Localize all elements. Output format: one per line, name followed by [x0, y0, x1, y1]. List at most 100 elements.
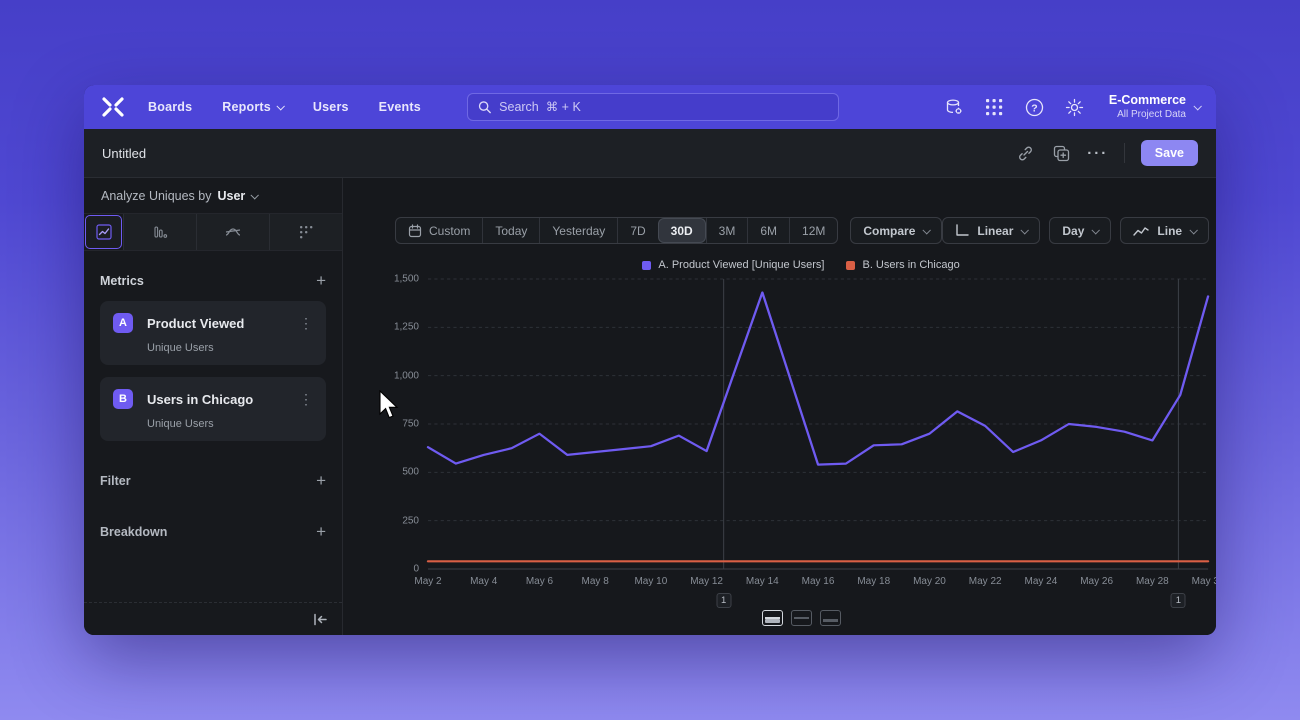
range-12m[interactable]: 12M [789, 218, 837, 243]
chevron-down-icon [250, 190, 260, 200]
body: Analyze Uniques by User [84, 178, 1216, 635]
y-tick-label: 750 [402, 418, 419, 430]
chevron-down-icon [276, 102, 285, 111]
tab-insights-line[interactable] [85, 215, 122, 249]
analyze-row: Analyze Uniques by User [84, 178, 342, 214]
nav-item-events[interactable]: Events [379, 100, 421, 114]
add-breakdown-button[interactable]: + [316, 522, 326, 541]
legend-swatch-a [642, 260, 652, 270]
range-today[interactable]: Today [482, 218, 539, 243]
metric-measurement[interactable]: Unique Users [147, 342, 214, 354]
tab-bar-chart[interactable] [123, 214, 196, 250]
x-tick-label: May 2 [414, 576, 442, 587]
add-metric-button[interactable]: + [316, 271, 326, 290]
charttype-dropdown[interactable]: Line [1120, 217, 1210, 244]
x-tick-label: May 6 [525, 576, 554, 587]
x-tick-label: May 10 [634, 576, 668, 587]
project-subtitle: All Project Data [1117, 109, 1186, 120]
x-tick-label: May 22 [968, 576, 1002, 587]
project-selector[interactable]: E-Commerce All Project Data [1109, 94, 1202, 120]
legend-swatch-b [846, 260, 856, 270]
x-tick-label: May 28 [1135, 576, 1169, 587]
filter-section: Filter + [84, 472, 342, 489]
metric-measurement[interactable]: Unique Users [147, 418, 214, 430]
line-chart-icon [95, 224, 112, 240]
range-label: 3M [718, 223, 736, 238]
app-window: Boards Reports Users Events [84, 85, 1216, 635]
svg-text:?: ? [1032, 102, 1038, 114]
search-bar[interactable] [467, 93, 839, 121]
apps-grid-icon[interactable] [985, 97, 1005, 117]
grid-dots-icon [300, 226, 313, 239]
layout-table-view-icon[interactable] [819, 610, 841, 626]
search-icon [478, 101, 491, 114]
data-management-icon[interactable] [945, 97, 965, 117]
report-title[interactable]: Untitled [102, 145, 147, 161]
nav-items: Boards Reports Users Events [148, 100, 421, 114]
analyze-entity-value: User [217, 188, 246, 203]
analyze-entity-dropdown[interactable]: User [217, 188, 260, 203]
mixpanel-logo-icon[interactable] [100, 95, 126, 119]
add-filter-button[interactable]: + [316, 471, 326, 490]
legend-item-a[interactable]: A. Product Viewed [Unique Users] [642, 259, 824, 271]
report-header: Untitled ··· [84, 129, 1216, 178]
x-tick-label: May 20 [913, 576, 946, 587]
tab-grid[interactable] [269, 214, 342, 250]
range-6m[interactable]: 6M [747, 218, 789, 243]
nav-item-users[interactable]: Users [313, 100, 349, 114]
collapse-sidebar-icon[interactable] [313, 613, 328, 626]
range-30d-selected[interactable]: 30D [658, 219, 705, 242]
x-tick-label: May 12 [690, 576, 723, 587]
compare-dropdown[interactable]: Compare [850, 217, 943, 244]
chart-toolbar: Custom Today Yesterday 7D 30D 3M 6M 12M … [343, 217, 1216, 244]
scale-label: Linear [977, 223, 1014, 238]
metric-card-a[interactable]: A Product Viewed ⋮ Unique Users [100, 301, 326, 365]
tab-flow[interactable] [196, 214, 269, 250]
metrics-title: Metrics [100, 273, 144, 288]
metric-name: Product Viewed [147, 315, 245, 331]
range-label: Yesterday [552, 223, 606, 238]
range-7d[interactable]: 7D [617, 218, 657, 243]
duplicate-icon[interactable] [1052, 143, 1072, 163]
y-tick-label: 1,250 [393, 321, 419, 333]
more-options-icon[interactable]: ··· [1087, 144, 1109, 162]
breakdown-section: Breakdown + [84, 523, 342, 540]
interval-dropdown[interactable]: Day [1049, 217, 1112, 244]
scale-dropdown[interactable]: Linear [942, 217, 1041, 244]
nav-item-reports[interactable]: Reports [222, 100, 285, 114]
breakdown-title: Breakdown [100, 524, 168, 539]
annotation-badge[interactable]: 1 [1170, 593, 1186, 608]
range-3m[interactable]: 3M [705, 218, 748, 243]
search-input[interactable] [499, 100, 828, 114]
y-tick-label: 1,000 [393, 370, 419, 382]
copy-link-icon[interactable] [1016, 143, 1036, 163]
chart-type-tabs-rest [123, 214, 342, 250]
metric-card-b[interactable]: B Users in Chicago ⋮ Unique Users [100, 377, 326, 441]
range-custom[interactable]: Custom [396, 218, 482, 243]
nav-item-boards[interactable]: Boards [148, 100, 192, 114]
chart-type-tabs [84, 214, 342, 251]
layout-chart-view-icon[interactable] [790, 610, 812, 626]
metric-kebab-icon[interactable]: ⋮ [299, 390, 313, 407]
query-sidebar: Analyze Uniques by User [84, 178, 343, 635]
annotation-badge[interactable]: 1 [716, 593, 732, 608]
range-yesterday[interactable]: Yesterday [539, 218, 617, 243]
legend-item-b[interactable]: B. Users in Chicago [846, 259, 960, 271]
help-icon[interactable]: ? [1025, 97, 1045, 117]
x-tick-label: May 14 [745, 576, 779, 587]
chart-plot[interactable]: 1,500 1,250 1,000 750 500 250 0 [394, 274, 1210, 575]
settings-gear-icon[interactable] [1065, 97, 1085, 117]
layout-split-view-icon[interactable] [761, 610, 783, 626]
chevron-down-icon [922, 225, 932, 235]
nav-item-label: Boards [148, 100, 193, 114]
metric-letter-badge: A [113, 313, 133, 333]
metric-kebab-icon[interactable]: ⋮ [299, 314, 313, 331]
x-tick-label: May 18 [857, 576, 891, 587]
bar-chart-icon [154, 226, 168, 238]
range-label: 12M [802, 223, 826, 238]
axes-icon [956, 224, 970, 236]
metric-name: Users in Chicago [147, 391, 254, 407]
y-tick-label: 1,500 [393, 273, 419, 285]
range-label: 7D [630, 223, 646, 238]
save-button[interactable]: Save [1140, 140, 1198, 166]
